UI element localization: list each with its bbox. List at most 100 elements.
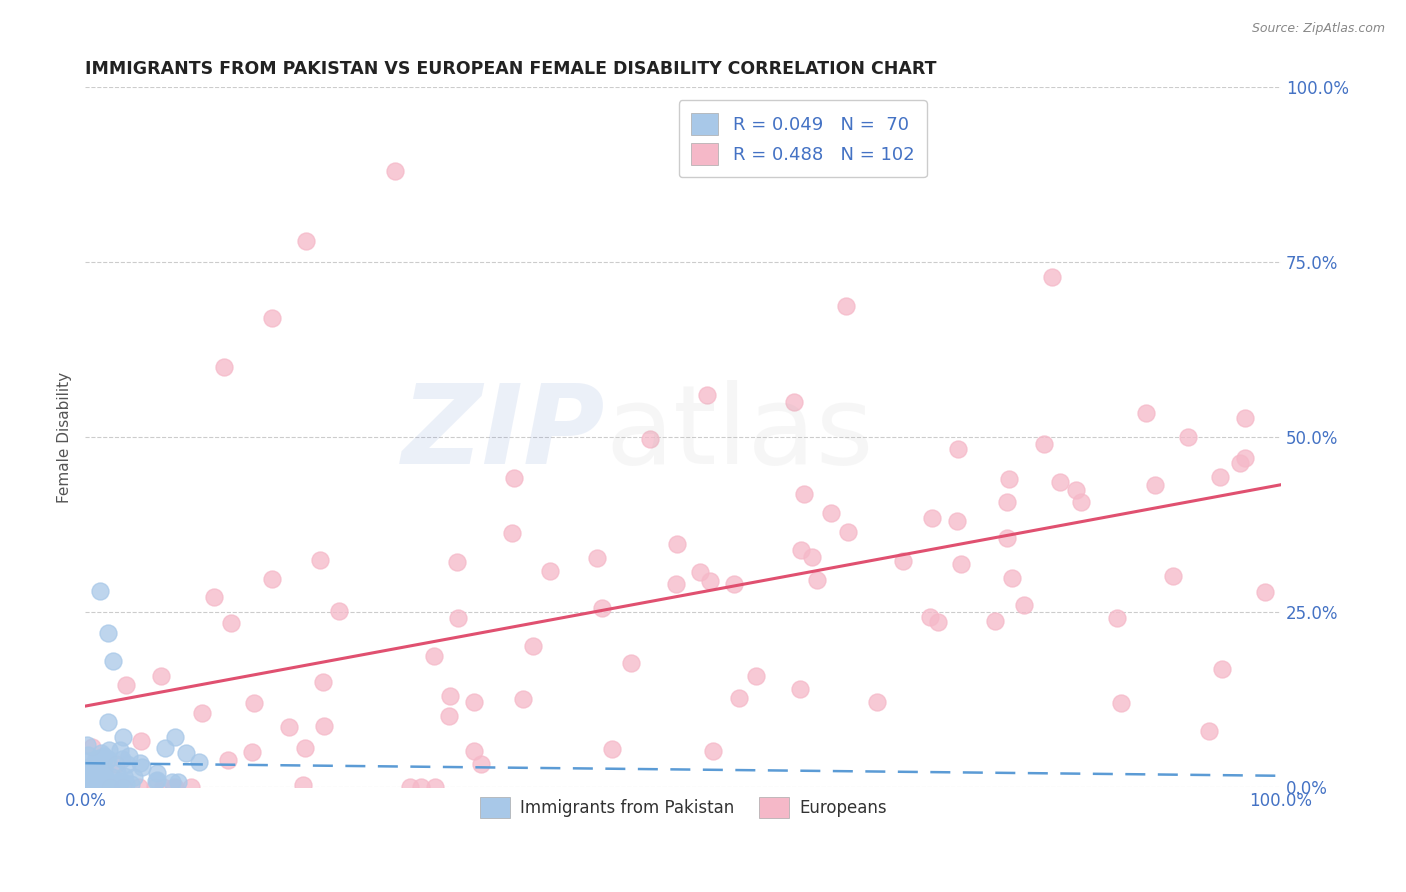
Point xyxy=(1109,696,1132,710)
Point xyxy=(96,777,118,791)
Point xyxy=(538,564,561,578)
Point xyxy=(995,531,1018,545)
Point xyxy=(696,388,718,402)
Point xyxy=(90,746,112,760)
Point xyxy=(174,746,197,760)
Point xyxy=(111,751,134,765)
Point xyxy=(893,554,915,568)
Point xyxy=(501,525,523,540)
Point xyxy=(447,610,470,624)
Point xyxy=(728,691,751,706)
Point xyxy=(89,750,111,764)
Point xyxy=(77,767,100,781)
Text: Source: ZipAtlas.com: Source: ZipAtlas.com xyxy=(1251,22,1385,36)
Point xyxy=(163,780,186,794)
Point xyxy=(152,780,174,794)
Point xyxy=(666,536,689,550)
Point xyxy=(93,754,115,768)
Point xyxy=(188,755,211,769)
Point xyxy=(84,771,107,785)
Point xyxy=(600,742,623,756)
Point xyxy=(1001,571,1024,585)
Point xyxy=(1177,429,1199,443)
Point xyxy=(76,738,98,752)
Point xyxy=(1135,406,1157,420)
Point xyxy=(398,780,420,794)
Point xyxy=(128,780,150,794)
Point xyxy=(260,311,283,326)
Point xyxy=(101,770,124,784)
Point xyxy=(118,749,141,764)
Point xyxy=(1064,483,1087,497)
Point xyxy=(212,360,235,375)
Point xyxy=(946,514,969,528)
Point xyxy=(76,754,98,768)
Point xyxy=(1070,494,1092,508)
Point xyxy=(312,674,335,689)
Point xyxy=(1144,477,1167,491)
Point xyxy=(745,669,768,683)
Point xyxy=(1033,437,1056,451)
Point xyxy=(1254,584,1277,599)
Text: IMMIGRANTS FROM PAKISTAN VS EUROPEAN FEMALE DISABILITY CORRELATION CHART: IMMIGRANTS FROM PAKISTAN VS EUROPEAN FEM… xyxy=(86,60,936,78)
Point xyxy=(793,487,815,501)
Point xyxy=(112,769,135,783)
Point xyxy=(75,760,97,774)
Point xyxy=(146,773,169,788)
Point xyxy=(122,770,145,784)
Point xyxy=(219,615,242,630)
Point xyxy=(143,780,166,794)
Point xyxy=(1040,270,1063,285)
Point xyxy=(80,739,103,754)
Point xyxy=(689,565,711,579)
Point xyxy=(1161,569,1184,583)
Point xyxy=(87,779,110,793)
Point xyxy=(96,753,118,767)
Point xyxy=(503,470,526,484)
Point xyxy=(1209,470,1232,484)
Point xyxy=(1211,661,1233,675)
Point xyxy=(439,689,461,703)
Point xyxy=(163,780,186,794)
Point xyxy=(702,744,724,758)
Point xyxy=(90,775,112,789)
Point xyxy=(94,772,117,786)
Point xyxy=(585,550,607,565)
Point xyxy=(112,730,135,744)
Point xyxy=(110,774,132,789)
Point xyxy=(806,573,828,587)
Point xyxy=(1233,410,1256,425)
Point xyxy=(1107,611,1129,625)
Point xyxy=(79,769,101,783)
Point xyxy=(638,432,661,446)
Point xyxy=(835,299,858,313)
Point xyxy=(86,755,108,769)
Point xyxy=(291,778,314,792)
Point xyxy=(90,777,112,791)
Point xyxy=(105,766,128,780)
Point xyxy=(180,780,202,794)
Point xyxy=(294,740,316,755)
Text: ZIP: ZIP xyxy=(402,380,606,487)
Point xyxy=(202,590,225,604)
Point xyxy=(80,761,103,775)
Point xyxy=(104,756,127,771)
Point xyxy=(94,770,117,784)
Point xyxy=(782,395,804,409)
Point xyxy=(446,555,468,569)
Point xyxy=(93,761,115,775)
Point xyxy=(997,494,1019,508)
Point xyxy=(591,601,613,615)
Point xyxy=(308,552,330,566)
Point xyxy=(463,695,485,709)
Point xyxy=(243,697,266,711)
Point xyxy=(1229,456,1251,470)
Point xyxy=(217,753,239,767)
Point xyxy=(115,678,138,692)
Point xyxy=(108,743,131,757)
Point xyxy=(107,777,129,791)
Point xyxy=(191,706,214,720)
Point xyxy=(104,776,127,790)
Point xyxy=(100,780,122,794)
Point xyxy=(114,777,136,791)
